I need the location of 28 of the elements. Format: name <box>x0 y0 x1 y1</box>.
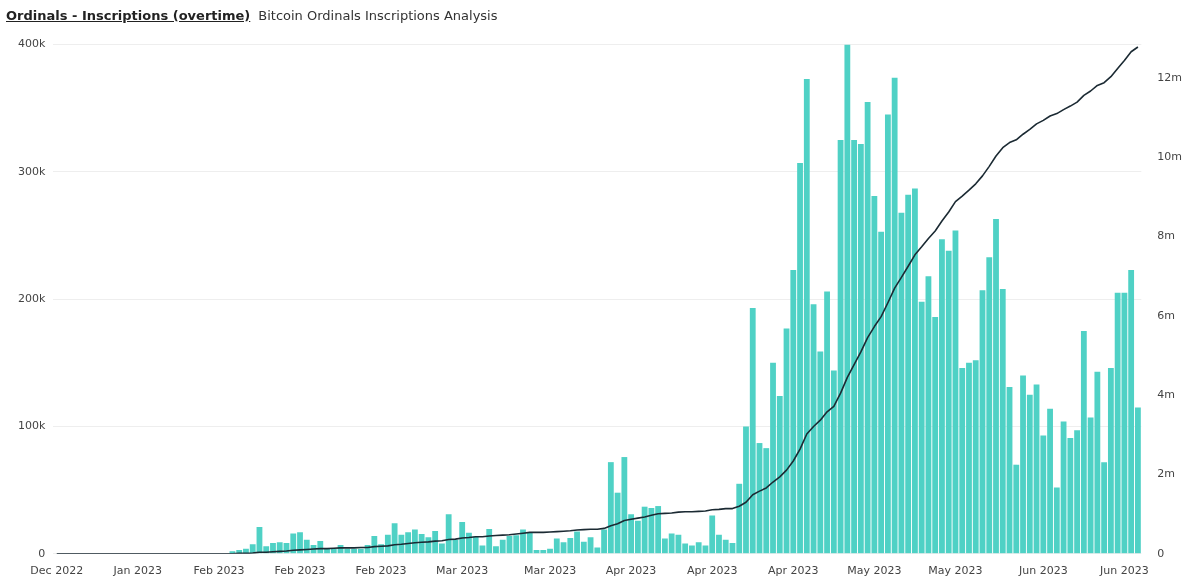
y-tick-label: 400k <box>17 37 46 51</box>
x-tick-label: Apr 2023 <box>686 564 738 578</box>
x-tick-label: Apr 2023 <box>768 564 819 578</box>
x-tick-label: Feb 2023 <box>355 564 407 578</box>
chart-title: Ordinals - Inscriptions (overtime) <box>6 8 251 23</box>
x-tick-label: Jan 2023 <box>112 564 163 578</box>
y2-tick-label: 12m <box>1157 70 1183 84</box>
x-tick-label: Dec 2022 <box>30 564 84 578</box>
x-tick-label: May 2023 <box>928 564 983 578</box>
y2-tick-label: 10m <box>1157 150 1183 164</box>
chart-subtitle: Bitcoin Ordinals Inscriptions Analysis <box>258 8 498 23</box>
y-tick-label: 0 <box>38 546 46 560</box>
y-tick-label: 200k <box>17 292 46 306</box>
y2-tick-label: 6m <box>1157 308 1176 322</box>
x-tick-label: Mar 2023 <box>436 564 489 578</box>
y2-tick-label: 2m <box>1157 467 1176 481</box>
x-tick-label: Feb 2023 <box>193 564 245 578</box>
x-tick-label: Jun 2023 <box>1099 564 1149 578</box>
x-tick-label: Jun 2023 <box>1017 564 1068 578</box>
y2-tick-label: 4m <box>1157 388 1176 402</box>
x-tick-label: Mar 2023 <box>523 564 577 578</box>
x-tick-label: Apr 2023 <box>605 564 657 578</box>
x-tick-label: Feb 2023 <box>274 564 326 578</box>
y2-tick-label: 0 <box>1157 546 1165 560</box>
y-tick-label: 300k <box>17 164 46 178</box>
y2-tick-label: 8m <box>1157 229 1176 243</box>
y-tick-label: 100k <box>17 419 46 433</box>
x-tick-label: May 2023 <box>847 564 902 578</box>
